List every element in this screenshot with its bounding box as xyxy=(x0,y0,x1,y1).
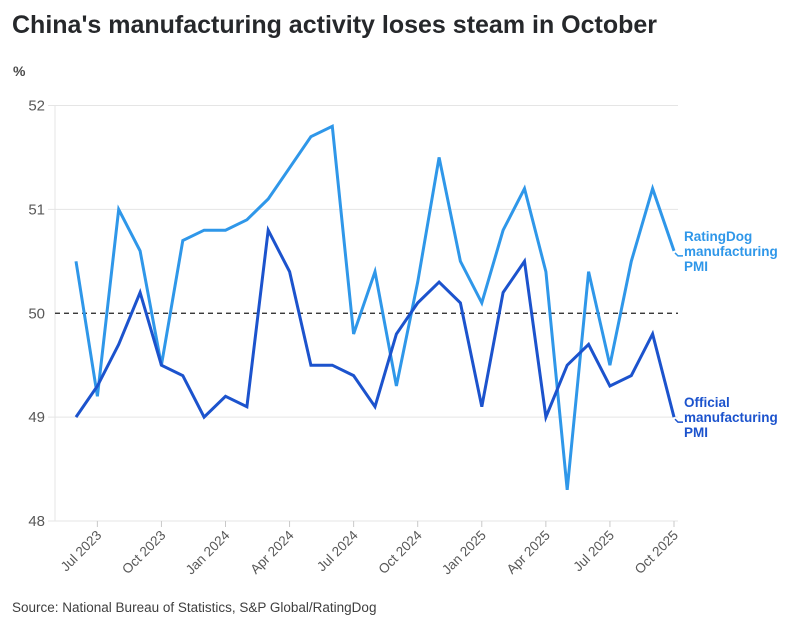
y-tick-label: 50 xyxy=(28,305,45,322)
ratingdog-line-label-connector xyxy=(674,252,683,257)
series-label-official-pmi: Official manufacturing PMI xyxy=(684,395,778,441)
x-tick-label: Apr 2025 xyxy=(504,528,553,575)
y-axis-unit-label: % xyxy=(13,63,26,79)
official-line-label-connector xyxy=(674,418,683,423)
y-tick-label: 49 xyxy=(28,409,45,426)
series-label-ratingdog-pmi: RatingDog manufacturing PMI xyxy=(684,228,778,274)
official-line xyxy=(74,225,676,423)
ratingdog-line xyxy=(74,124,676,490)
source-attribution: Source: National Bureau of Statistics, S… xyxy=(12,600,377,615)
x-tick-label: Jul 2025 xyxy=(570,528,617,575)
x-tick-label: Jan 2025 xyxy=(439,528,489,575)
x-tick-label: Jul 2023 xyxy=(58,528,105,575)
x-tick-label: Oct 2023 xyxy=(119,528,168,575)
x-tick-label: Jul 2024 xyxy=(314,527,361,574)
x-tick-label: Oct 2025 xyxy=(632,528,681,575)
x-tick-label: Jan 2024 xyxy=(183,527,233,575)
y-tick-label: 51 xyxy=(28,201,45,218)
page-title: China's manufacturing activity loses ste… xyxy=(12,11,658,39)
pmi-line-chart: 48 49 50 51 52 Jul 2023 Oct 2023 Jan 2024 Apr 20… xyxy=(28,98,683,575)
x-tick-label: Oct 2024 xyxy=(375,527,425,575)
y-tick-label: 52 xyxy=(28,98,45,115)
y-tick-label: 48 xyxy=(28,513,45,530)
x-tick-label: Apr 2024 xyxy=(247,527,297,575)
